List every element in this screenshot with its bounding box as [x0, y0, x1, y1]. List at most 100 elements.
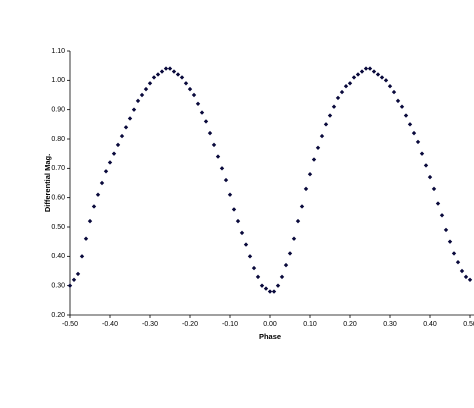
- data-point: [415, 139, 421, 145]
- data-point: [123, 125, 129, 130]
- data-point: [315, 145, 321, 150]
- data-point: [103, 169, 109, 174]
- data-point: [75, 271, 81, 277]
- data-point: [215, 154, 221, 159]
- data-point: [175, 72, 181, 77]
- data-point: [203, 119, 209, 124]
- data-point: [371, 69, 377, 74]
- data-point: [383, 78, 389, 83]
- y-tick-label: 1.00: [51, 77, 65, 84]
- y-tick-label: 0.80: [51, 136, 65, 143]
- data-point: [355, 72, 361, 77]
- data-point: [231, 207, 237, 212]
- data-point: [275, 283, 281, 288]
- y-tick-label: 0.60: [51, 195, 65, 202]
- data-point: [279, 274, 285, 280]
- data-point: [131, 107, 137, 112]
- data-point: [99, 180, 105, 186]
- y-tick-label: 0.50: [51, 224, 65, 231]
- data-point: [199, 110, 205, 115]
- data-point: [339, 89, 345, 95]
- data-point: [195, 101, 201, 106]
- data-point: [395, 98, 401, 104]
- data-point: [219, 166, 225, 171]
- data-point: [363, 66, 369, 71]
- data-point: [171, 69, 177, 74]
- data-point: [307, 172, 313, 177]
- data-point: [207, 130, 213, 136]
- data-point: [211, 142, 217, 148]
- data-point: [283, 262, 289, 268]
- y-tick-label: 0.90: [51, 107, 65, 114]
- data-point: [335, 95, 341, 101]
- data-point: [243, 242, 249, 247]
- data-point: [411, 130, 417, 136]
- data-point: [447, 239, 453, 244]
- data-point: [227, 192, 233, 197]
- data-point: [247, 254, 253, 259]
- y-tick-label: 0.70: [51, 165, 65, 172]
- data-point: [327, 113, 333, 118]
- x-tick-label: 0.20: [343, 321, 357, 328]
- data-point: [311, 157, 317, 162]
- data-point: [251, 265, 257, 271]
- data-point: [255, 274, 261, 280]
- data-point: [135, 98, 141, 104]
- data-point: [423, 163, 429, 168]
- data-point: [299, 204, 305, 209]
- data-point: [83, 236, 89, 241]
- data-point: [319, 133, 325, 139]
- data-point: [223, 177, 229, 183]
- data-point: [387, 84, 393, 89]
- data-point: [159, 69, 165, 74]
- data-point: [95, 192, 101, 197]
- y-tick-label: 0.40: [51, 253, 65, 260]
- data-point: [343, 84, 349, 89]
- data-point: [267, 289, 273, 294]
- data-point: [139, 92, 145, 98]
- x-tick-label: -0.50: [62, 321, 78, 328]
- data-point: [399, 104, 405, 109]
- data-point: [271, 289, 277, 294]
- data-point: [67, 283, 73, 288]
- data-point: [163, 66, 169, 71]
- data-point: [263, 286, 269, 291]
- data-point: [303, 186, 309, 192]
- data-point: [107, 160, 113, 165]
- data-point: [431, 186, 437, 192]
- x-tick-label: -0.20: [182, 321, 198, 328]
- data-point: [359, 69, 365, 74]
- data-point: [323, 122, 329, 127]
- data-point: [347, 81, 353, 86]
- x-axis-label: Phase: [259, 332, 281, 341]
- data-point: [239, 230, 245, 236]
- x-tick-label: 0.10: [303, 321, 317, 328]
- data-point: [407, 122, 413, 127]
- data-point: [155, 72, 161, 77]
- data-point: [291, 236, 297, 241]
- data-point: [115, 142, 121, 148]
- x-tick-label: 0.50: [463, 321, 474, 328]
- x-tick-label: 0.00: [263, 321, 277, 328]
- data-point: [235, 218, 241, 224]
- data-point: [367, 66, 373, 71]
- x-tick-label: -0.40: [102, 321, 118, 328]
- data-point: [179, 75, 185, 80]
- data-point: [87, 218, 93, 224]
- data-point: [167, 66, 173, 71]
- y-tick-label: 1.10: [51, 48, 65, 55]
- data-point: [143, 86, 149, 92]
- data-point: [459, 268, 465, 274]
- data-point: [435, 201, 441, 206]
- data-point: [455, 260, 461, 265]
- data-point: [79, 254, 85, 259]
- data-point: [427, 174, 433, 180]
- data-point: [183, 81, 189, 86]
- data-point: [419, 151, 425, 156]
- data-point: [151, 75, 157, 80]
- x-tick-label: -0.10: [222, 321, 238, 328]
- data-point: [287, 251, 293, 256]
- data-point: [71, 277, 77, 282]
